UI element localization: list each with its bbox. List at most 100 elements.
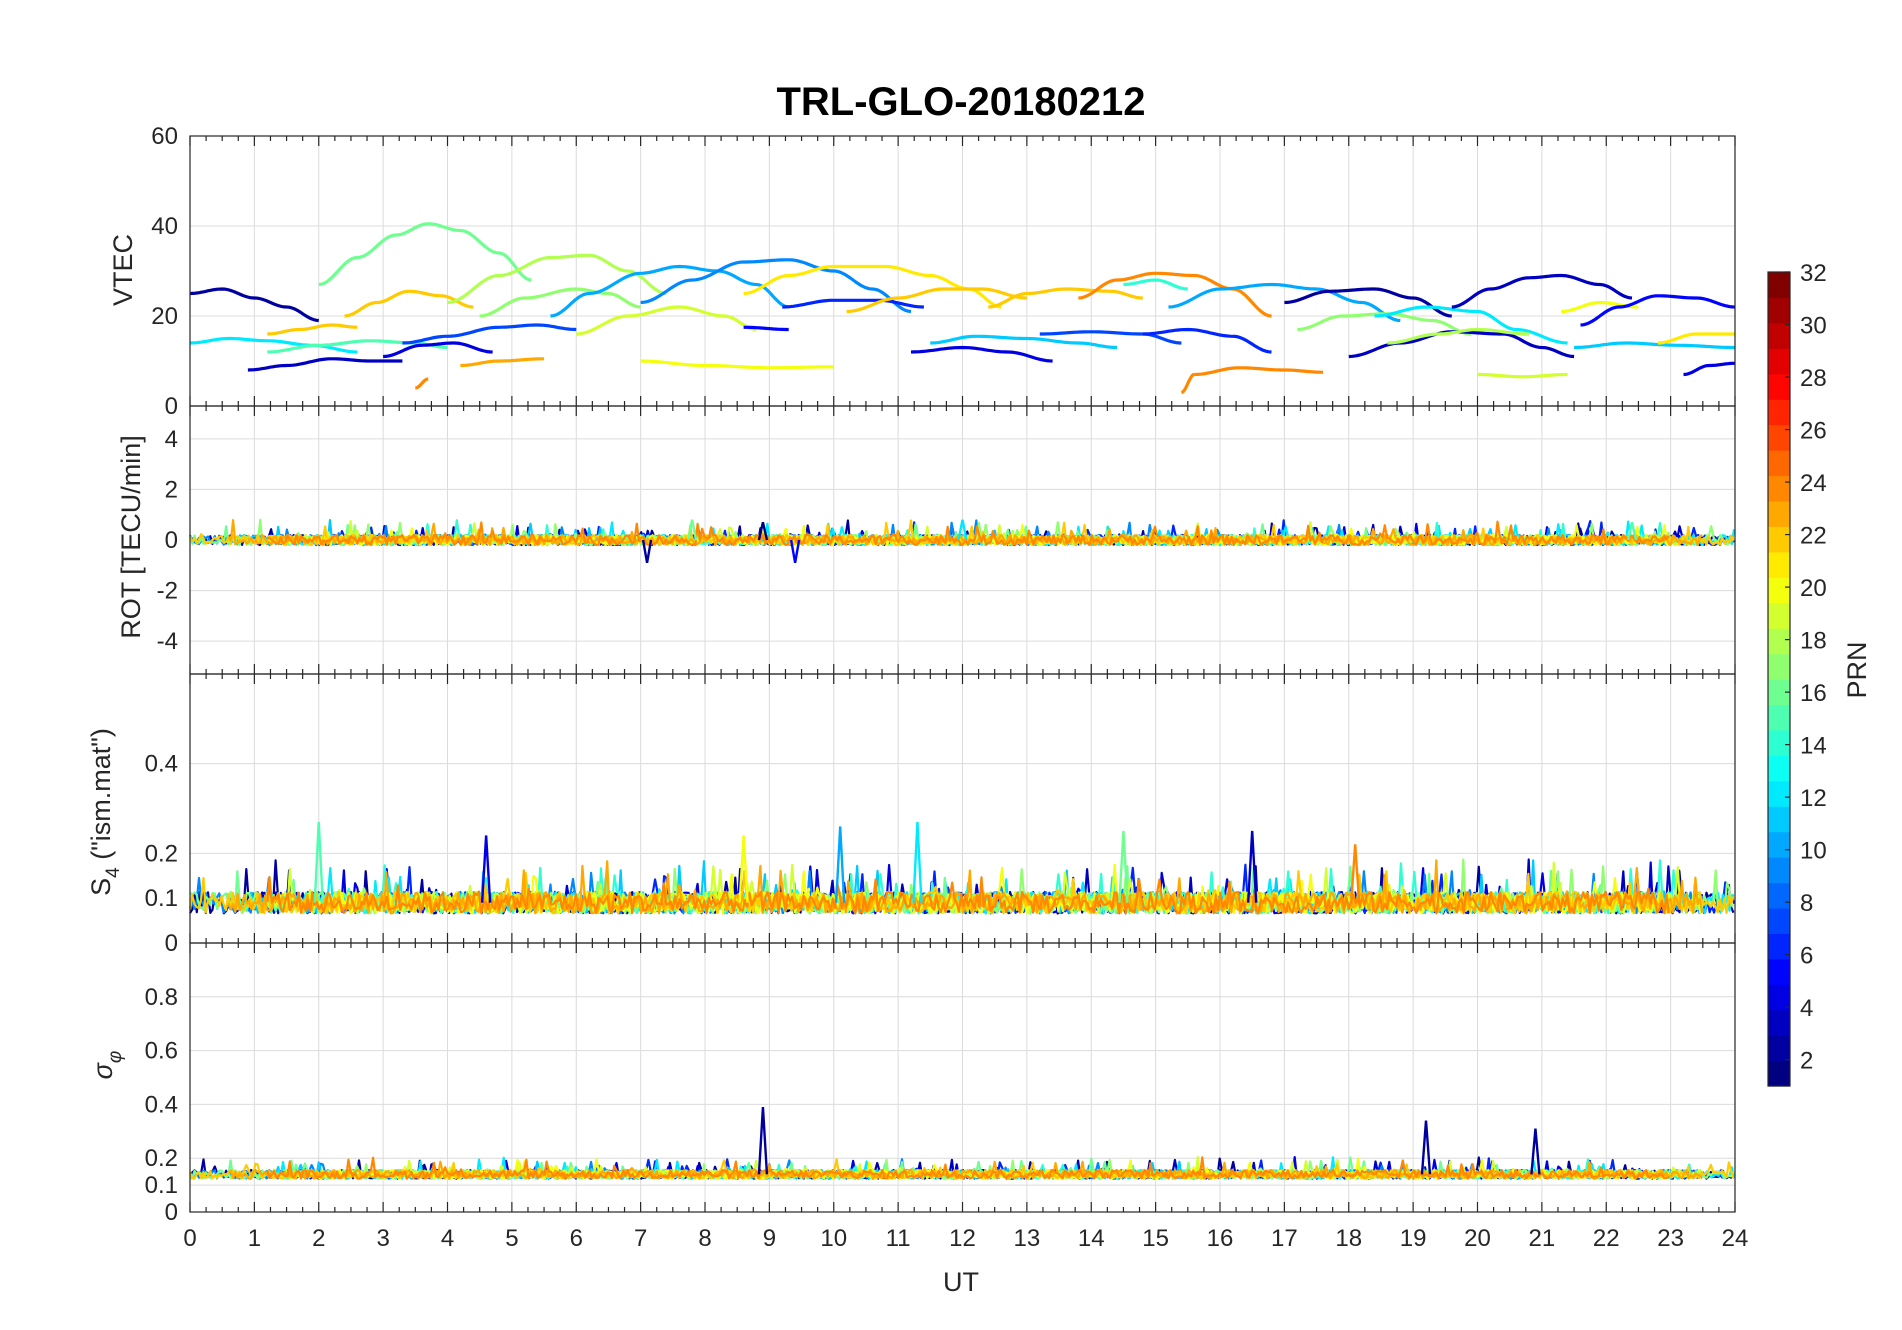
colorbar-band xyxy=(1768,628,1790,655)
x-tick-label: 21 xyxy=(1529,1225,1556,1252)
series-line-prn-7 xyxy=(1039,330,1182,345)
ylabel-sigma-phi: σφ xyxy=(88,1051,126,1080)
y-tick-label: -2 xyxy=(157,578,178,605)
x-tick-label: 6 xyxy=(570,1225,583,1252)
y-tick-label: 20 xyxy=(151,303,178,330)
colorbar-tick-label: 8 xyxy=(1800,890,1813,917)
series-group xyxy=(188,1107,1736,1180)
spike-prn-2 xyxy=(1530,1128,1541,1175)
colorbar-band xyxy=(1768,526,1790,553)
ylabel-rot: ROT [TECU/min] xyxy=(116,435,146,639)
series-line-prn-18 xyxy=(1387,327,1530,345)
spike-prn-2 xyxy=(757,1107,769,1175)
colorbar-band xyxy=(1768,577,1790,604)
colorbar-band xyxy=(1768,729,1790,756)
series-line-prn-19 xyxy=(1477,372,1568,379)
panel-s4: 0 0.1 0.2 0.4 xyxy=(145,673,1736,957)
y-tick-label: 0.4 xyxy=(145,751,178,778)
colorbar-band xyxy=(1768,780,1790,807)
spike-prn-15 xyxy=(1626,522,1638,541)
x-tick-label: 12 xyxy=(949,1225,976,1252)
x-tick-label: 1 xyxy=(248,1225,261,1252)
series-line-prn-24 xyxy=(1194,366,1324,377)
x-tick-label: 13 xyxy=(1014,1225,1041,1252)
colorbar-band xyxy=(1768,857,1790,884)
colorbar-tick-label: 6 xyxy=(1800,943,1813,970)
colorbar-band xyxy=(1768,322,1790,349)
colorbar-tick-label: 24 xyxy=(1800,470,1827,497)
series-line-prn-4 xyxy=(1683,361,1735,377)
ylabel-vtec: VTEC xyxy=(108,234,138,306)
series-line-prn-3 xyxy=(247,357,403,372)
series-line-prn-6 xyxy=(782,298,924,309)
y-tick-label: 60 xyxy=(151,123,178,150)
series-line-prn-22 xyxy=(988,287,1143,309)
colorbar-tick-label: 14 xyxy=(1800,733,1827,760)
colorbar-band xyxy=(1768,933,1790,960)
series-line-prn-12 xyxy=(1374,305,1568,345)
series-line-prn-10 xyxy=(1168,282,1401,323)
series-line-prn-5 xyxy=(1580,294,1736,327)
y-tick-label: 0.1 xyxy=(145,1172,178,1199)
colorbar-band xyxy=(1768,907,1790,934)
colorbar-band xyxy=(1768,602,1790,629)
x-tick-label: 9 xyxy=(763,1225,776,1252)
colorbar-band xyxy=(1768,1060,1790,1087)
spike-prn-5 xyxy=(789,539,801,563)
x-tick-label: 14 xyxy=(1078,1225,1105,1252)
y-tick-label: 0.2 xyxy=(145,840,178,867)
y-tick-label: 0.4 xyxy=(145,1091,178,1118)
colorbar-band xyxy=(1768,653,1790,680)
x-tick-label: 23 xyxy=(1657,1225,1684,1252)
colorbar-band xyxy=(1768,882,1790,909)
x-tick-label: 0 xyxy=(183,1225,196,1252)
series-line-prn-3 xyxy=(1451,273,1633,309)
colorbar-band xyxy=(1768,704,1790,731)
y-tick-label: 0.6 xyxy=(145,1038,178,1065)
y-tick-label: 0 xyxy=(165,527,178,554)
series-line-prn-4 xyxy=(383,341,493,359)
colorbar-band xyxy=(1768,424,1790,451)
series-line-prn-2 xyxy=(1284,287,1452,318)
x-tick-label: 8 xyxy=(698,1225,711,1252)
x-tick-label: 4 xyxy=(441,1225,454,1252)
spike-prn-12 xyxy=(912,821,923,903)
series-group xyxy=(189,222,1736,395)
spike-prn-4 xyxy=(480,835,492,903)
colorbar-band xyxy=(1768,551,1790,578)
series-line-prn-6 xyxy=(1142,327,1272,354)
spike-prn-10 xyxy=(834,826,846,903)
x-tick-labels: 0 1 2 3 4 5 6 7 8 9 10 11 12 13 14 15 16 17 18 19 20 21 22 23 24 xyxy=(183,1225,1748,1252)
colorbar-tick-label: 2 xyxy=(1800,1048,1813,1075)
x-tick-label: 22 xyxy=(1593,1225,1620,1252)
colorbar-band xyxy=(1768,984,1790,1011)
spike-prn-24 xyxy=(1349,844,1361,903)
series-line-prn-24 xyxy=(266,1156,1670,1180)
x-tick-label: 16 xyxy=(1207,1225,1234,1252)
colorbar-band xyxy=(1768,272,1790,299)
y-tick-label: 0.1 xyxy=(145,885,178,912)
series-group xyxy=(188,821,1736,915)
x-tick-label: 15 xyxy=(1142,1225,1169,1252)
colorbar-tick-label: 16 xyxy=(1800,680,1827,707)
colorbar-tick-label: 12 xyxy=(1800,785,1827,812)
colorbar-band xyxy=(1768,399,1790,426)
ylabel-s4: S4 ("ism.mat") xyxy=(86,728,124,896)
colorbar-band xyxy=(1768,831,1790,858)
spike-prn-16 xyxy=(1118,830,1129,903)
x-tick-label: 7 xyxy=(634,1225,647,1252)
spike-prn-1 xyxy=(757,522,769,541)
x-tick-label: 2 xyxy=(312,1225,325,1252)
series-line-prn-7 xyxy=(402,323,577,345)
series-line-prn-18 xyxy=(447,253,667,305)
x-tick-label: 11 xyxy=(886,1225,911,1252)
colorbar-band xyxy=(1768,297,1790,324)
colorbar-band xyxy=(1768,500,1790,527)
series-line-prn-11 xyxy=(1574,341,1735,350)
colorbar-label: PRN xyxy=(1842,641,1872,698)
colorbar-tick-label: 10 xyxy=(1800,838,1827,865)
x-tick-label: 19 xyxy=(1400,1225,1427,1252)
y-tick-label: 0.2 xyxy=(145,1145,178,1172)
